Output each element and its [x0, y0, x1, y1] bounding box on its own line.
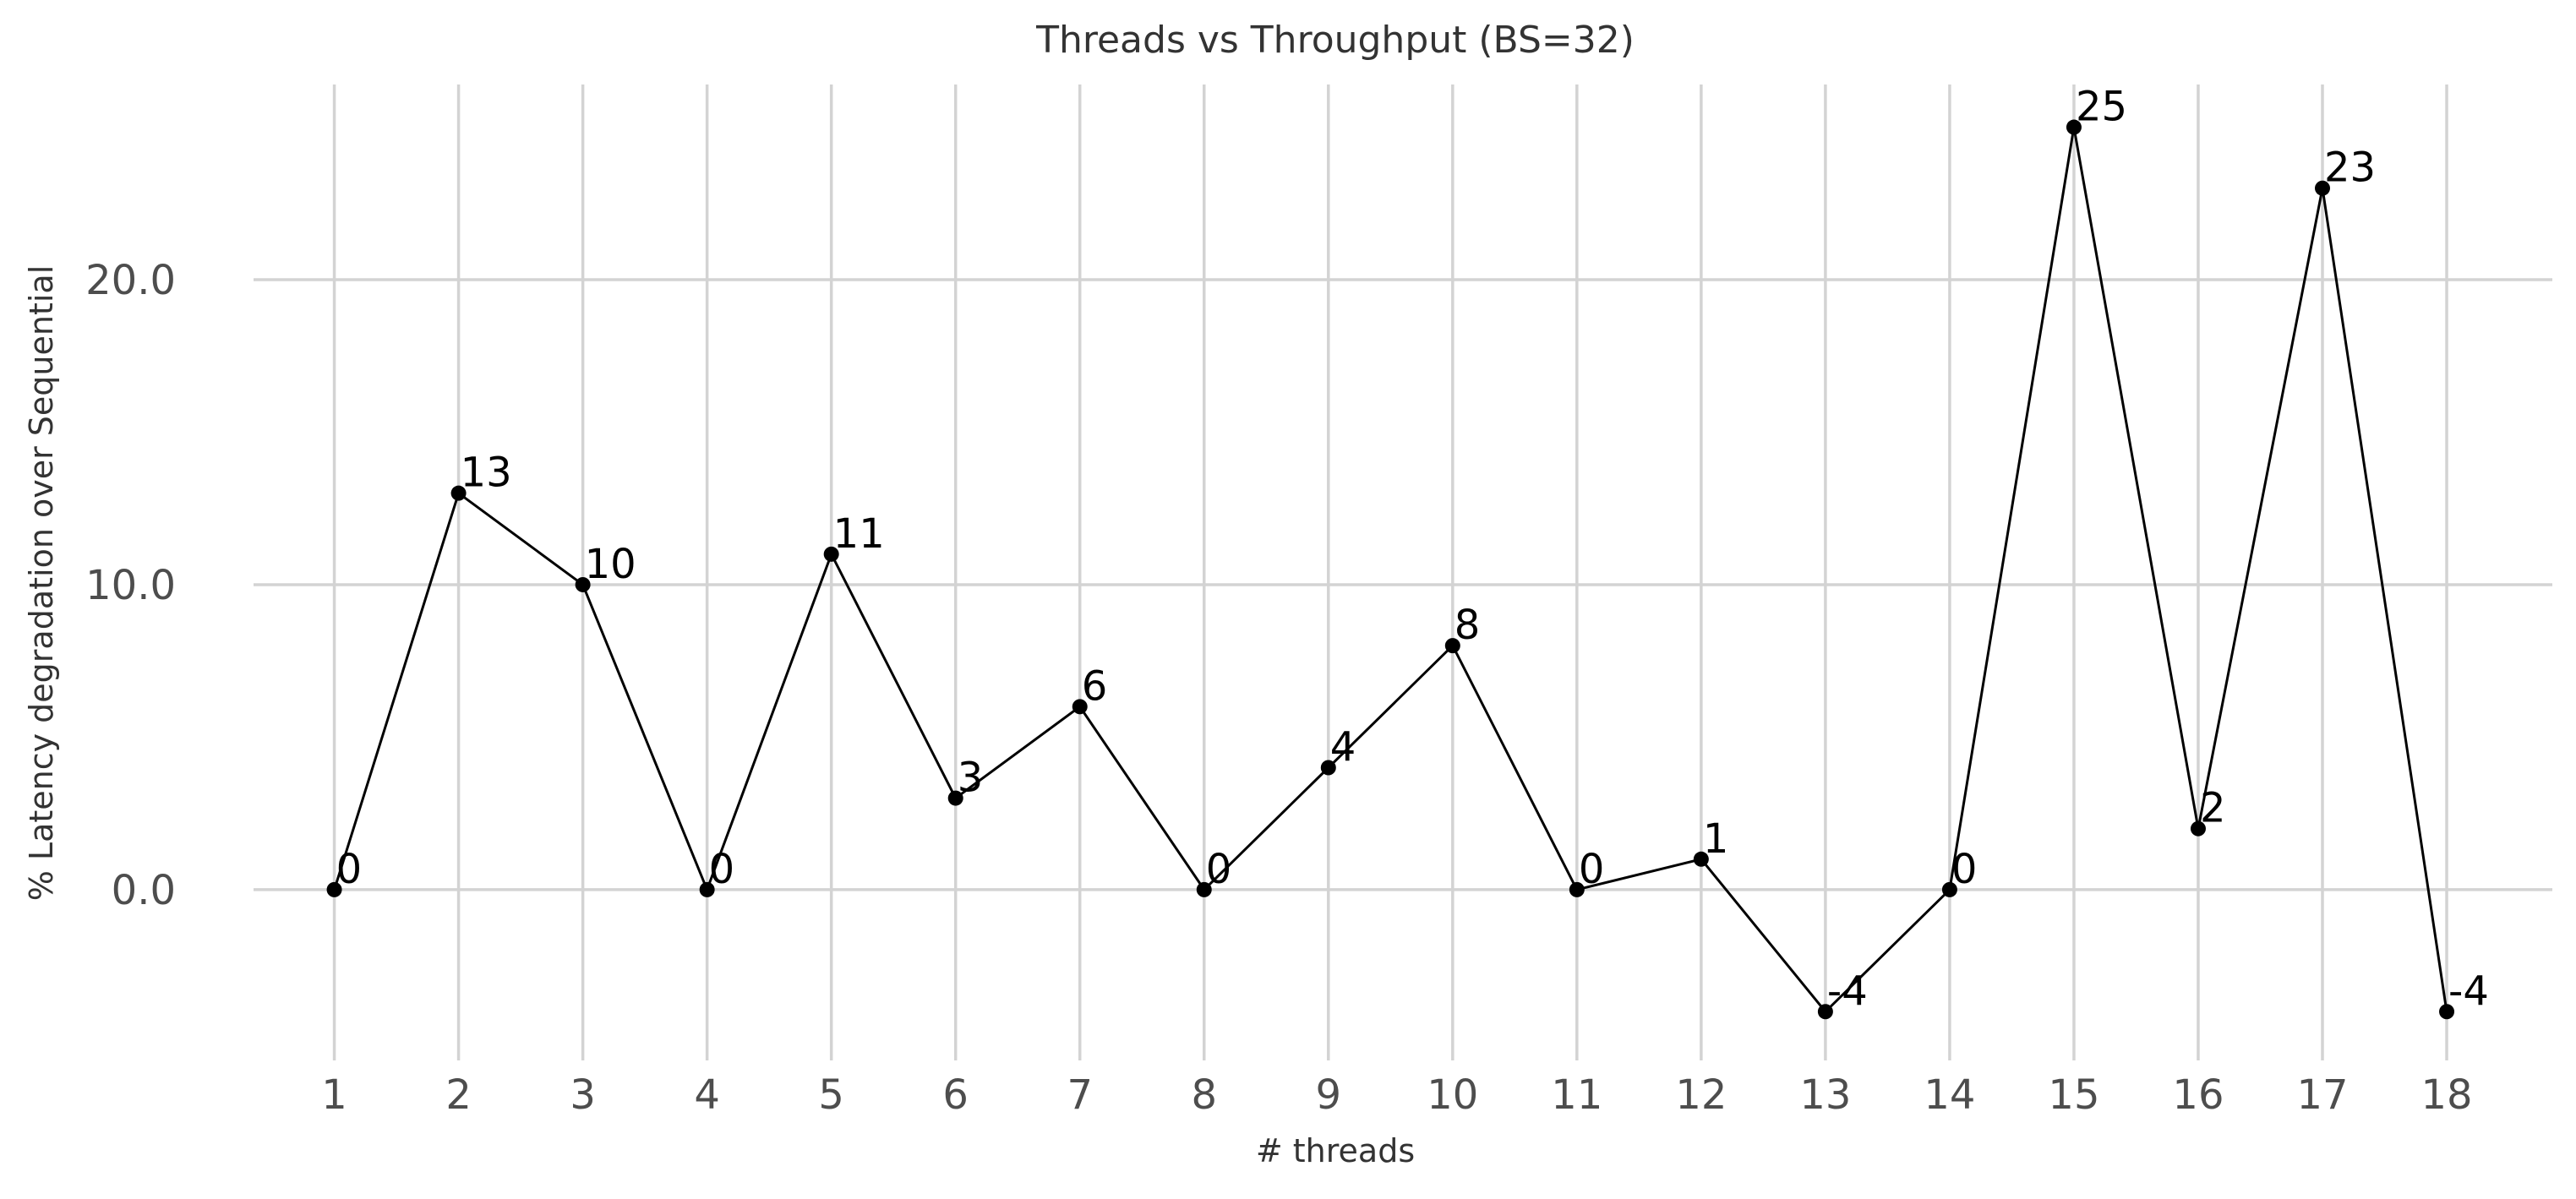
data-point	[1817, 1004, 1833, 1020]
data-label: 4	[1330, 724, 1356, 771]
data-label: 2	[2200, 785, 2226, 832]
data-label: -4	[2448, 967, 2489, 1015]
data-point	[326, 881, 342, 897]
data-point	[1320, 760, 1336, 776]
x-tick-label: 5	[818, 1071, 844, 1119]
x-tick-label: 3	[570, 1071, 596, 1119]
data-label: 3	[958, 755, 984, 802]
chart-title: Threads vs Throughput (BS=32)	[1035, 19, 1635, 62]
x-tick-label: 10	[1427, 1071, 1478, 1119]
x-axis-label: # threads	[1256, 1132, 1415, 1169]
x-tick-label: 14	[1924, 1071, 1975, 1119]
data-label: 11	[833, 510, 885, 558]
data-point	[2439, 1004, 2455, 1020]
x-tick-label: 17	[2296, 1071, 2348, 1119]
y-tick-label: 10.0	[85, 562, 176, 609]
data-label: 0	[709, 846, 735, 893]
series-line	[333, 127, 2448, 1014]
x-tick-label: 1	[321, 1071, 347, 1119]
data-point	[2066, 119, 2082, 135]
x-tick-label: 7	[1067, 1071, 1093, 1119]
data-label: 0	[336, 846, 363, 893]
data-label: 6	[1082, 662, 1108, 710]
x-tick-label: 16	[2172, 1071, 2224, 1119]
series-layer	[326, 119, 2455, 1020]
y-axis-label: % Latency degradation over Sequential	[23, 265, 60, 902]
data-point	[1196, 881, 1212, 897]
data-label: 0	[1579, 846, 1605, 893]
data-point	[1072, 699, 1088, 715]
data-point	[823, 546, 839, 562]
data-point	[1693, 851, 1709, 867]
data-label: 13	[461, 450, 512, 497]
y-tick-label: 0.0	[112, 867, 176, 914]
data-label: 10	[585, 541, 636, 588]
data-label: 8	[1454, 602, 1481, 649]
data-point	[2190, 820, 2206, 837]
x-tick-label: 12	[1675, 1071, 1727, 1119]
data-point	[699, 881, 715, 897]
data-label: 25	[2076, 84, 2127, 131]
data-label: 0	[1206, 846, 1232, 893]
x-tick-label: 18	[2420, 1071, 2472, 1119]
data-point	[1444, 638, 1460, 654]
data-point	[947, 790, 963, 806]
data-point	[450, 485, 467, 501]
x-tick-label: 15	[2048, 1071, 2099, 1119]
x-tick-label: 11	[1551, 1071, 1602, 1119]
data-label: -4	[1827, 967, 1868, 1015]
data-label: 0	[1951, 846, 1978, 893]
x-tick-label: 13	[1799, 1071, 1851, 1119]
x-tick-label: 9	[1316, 1071, 1342, 1119]
x-tick-label: 8	[1191, 1071, 1217, 1119]
x-tick-label: 2	[445, 1071, 472, 1119]
grid-layer	[254, 84, 2552, 1060]
label-layer: 1 2 3 4 5 6 7 8 9 10 11 12 13 14 15 16 17 180.010.020.001…	[85, 84, 2489, 1119]
data-label: 1	[1703, 815, 1729, 863]
data-label: 23	[2324, 144, 2376, 192]
data-point	[1569, 881, 1585, 897]
data-point	[575, 576, 591, 592]
x-tick-label: 4	[694, 1071, 720, 1119]
y-tick-label: 20.0	[85, 257, 176, 304]
data-point	[2315, 180, 2330, 196]
x-tick-label: 6	[942, 1071, 969, 1119]
data-point	[1941, 881, 1957, 897]
